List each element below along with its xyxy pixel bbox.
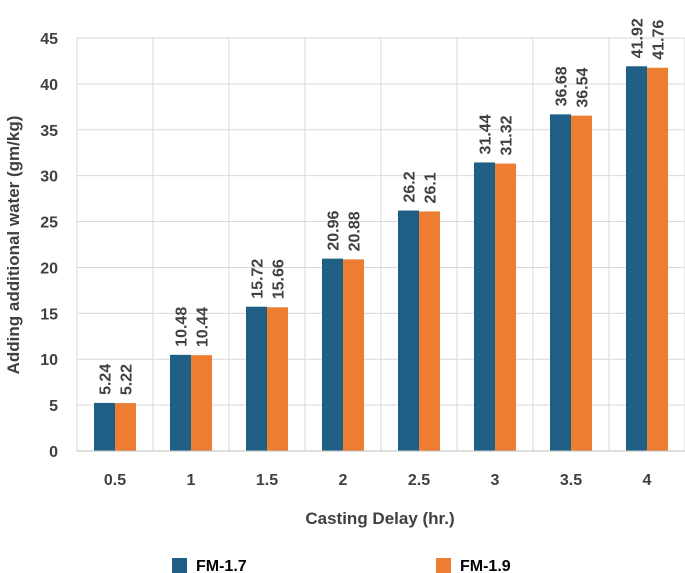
bar-fm-1-7 — [550, 114, 571, 452]
bar-fm-1-7 — [626, 66, 647, 452]
y-tick-label: 45 — [40, 31, 58, 48]
data-label: 20.96 — [326, 210, 343, 250]
y-tick-label: 10 — [40, 352, 58, 369]
x-tick-label: 3 — [491, 472, 500, 489]
y-tick-label: 0 — [49, 444, 58, 461]
x-tick-label: 0.5 — [104, 472, 126, 489]
data-label: 15.72 — [250, 259, 267, 299]
x-tick-label: 2.5 — [408, 472, 430, 489]
data-label: 31.44 — [478, 114, 495, 154]
legend-label: FM-1.7 — [196, 558, 247, 573]
data-label: 20.88 — [347, 211, 364, 251]
bar-fm-1-9 — [267, 307, 288, 451]
legend-label: FM-1.9 — [460, 558, 511, 573]
data-label: 41.92 — [630, 18, 647, 58]
x-axis-ticks: 0.5 1 1.5 2 2.5 3 3.5 4 — [104, 472, 652, 489]
data-label: 36.54 — [575, 68, 592, 108]
data-label: 36.68 — [554, 66, 571, 106]
data-label: 26.1 — [423, 172, 440, 203]
bar-fm-1-9 — [495, 163, 516, 451]
y-tick-label: 30 — [40, 169, 58, 186]
bars — [94, 66, 668, 452]
x-tick-label: 3.5 — [560, 472, 582, 489]
bar-fm-1-7 — [322, 258, 343, 451]
bar-fm-1-9 — [647, 67, 668, 452]
x-tick-label: 2 — [339, 472, 348, 489]
y-axis-title: Adding additional water (gm/kg) — [4, 116, 23, 375]
data-label: 10.48 — [174, 307, 191, 347]
data-label: 10.44 — [195, 307, 212, 347]
x-tick-label: 1.5 — [256, 472, 278, 489]
data-label: 5.22 — [119, 364, 136, 395]
y-tick-label: 25 — [40, 215, 58, 232]
bar-fm-1-7 — [170, 354, 191, 451]
data-label: 31.32 — [499, 115, 516, 155]
data-label: 26.2 — [402, 171, 419, 202]
bar-fm-1-9 — [419, 211, 440, 451]
data-labels: 5.24 5.22 10.48 10.44 15.72 15.66 20.96 20.88 26… — [98, 18, 668, 395]
x-axis-title: Casting Delay (hr.) — [305, 509, 454, 528]
legend: FM-1.7 FM-1.9 — [172, 558, 511, 573]
y-tick-label: 35 — [40, 123, 58, 140]
y-tick-label: 40 — [40, 77, 58, 94]
bar-fm-1-9 — [115, 403, 136, 451]
y-tick-label: 15 — [40, 306, 58, 323]
bar-fm-1-9 — [191, 355, 212, 451]
bar-fm-1-9 — [343, 259, 364, 451]
bar-fm-1-7 — [474, 162, 495, 451]
y-axis-ticks: 0 5 10 15 20 25 30 35 40 45 — [40, 31, 58, 461]
data-label: 5.24 — [98, 364, 115, 395]
y-tick-label: 20 — [40, 260, 58, 277]
bar-fm-1-9 — [571, 115, 592, 452]
bar-fm-1-7 — [398, 210, 419, 451]
gridlines — [76, 37, 685, 451]
bar-fm-1-7 — [246, 306, 267, 451]
bar-fm-1-7 — [94, 402, 115, 451]
data-label: 41.76 — [651, 20, 668, 60]
legend-swatch — [172, 558, 187, 573]
data-label: 15.66 — [271, 259, 288, 299]
y-tick-label: 5 — [49, 398, 58, 415]
legend-swatch — [436, 558, 451, 573]
x-tick-label: 4 — [643, 472, 652, 489]
x-tick-label: 1 — [187, 472, 196, 489]
